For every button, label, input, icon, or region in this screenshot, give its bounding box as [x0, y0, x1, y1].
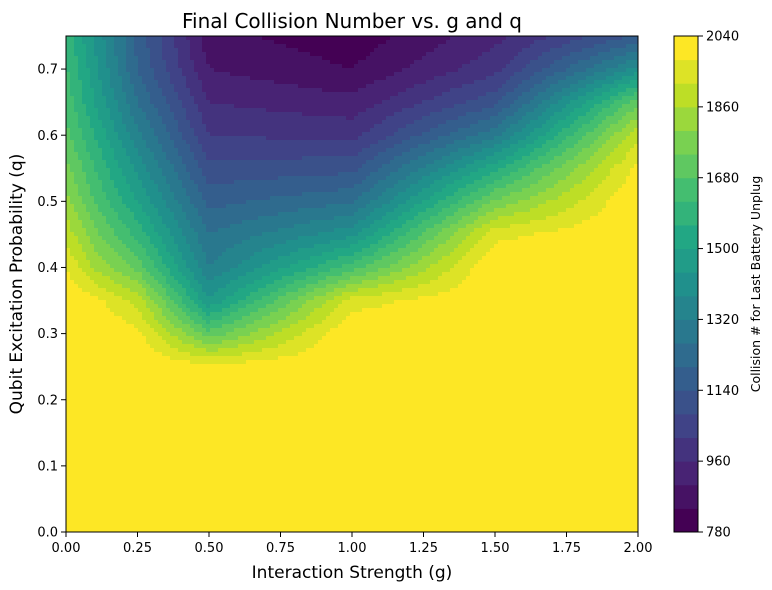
y-tick-label: 0.1 [37, 459, 58, 474]
x-tick-label: 1.50 [481, 541, 510, 556]
y-tick-label: 0.0 [37, 526, 58, 541]
y-tick-label: 0.4 [37, 261, 58, 276]
colorbar-band [674, 437, 698, 462]
colorbar-band [674, 319, 698, 344]
y-tick-label: 0.6 [37, 129, 58, 144]
x-tick-label: 1.25 [409, 541, 438, 556]
chart-title: Final Collision Number vs. g and q [182, 9, 522, 33]
colorbar-band [674, 272, 698, 297]
x-axis-label: Interaction Strength (g) [252, 563, 453, 583]
y-axis-ticks: 0.0 0.1 0.2 0.3 0.4 0.5 0.6 0.7 [37, 63, 66, 541]
colorbar-tick-label: 1140 [706, 384, 739, 399]
colorbar-tick-label: 1500 [706, 242, 739, 257]
y-axis-label: Qubit Excitation Probability (q) [7, 154, 27, 415]
colorbar-band [674, 484, 698, 509]
colorbar-band [674, 59, 698, 84]
colorbar-band [674, 343, 698, 368]
x-tick-label: 0.50 [195, 541, 224, 556]
colorbar-band [674, 508, 698, 533]
colorbar-band [674, 83, 698, 108]
y-tick-label: 0.5 [37, 195, 58, 210]
x-tick-label: 2.00 [624, 541, 653, 556]
x-tick-label: 0.75 [266, 541, 295, 556]
x-tick-label: 1.00 [338, 541, 367, 556]
colorbar-tick-label: 1680 [706, 171, 739, 186]
y-tick-label: 0.2 [37, 393, 58, 408]
y-tick-label: 0.7 [37, 63, 58, 78]
colorbar-ticks: 780 960 1140 1320 1500 1680 1860 2040 [698, 30, 739, 541]
colorbar-band [674, 295, 698, 320]
colorbar-band [674, 201, 698, 226]
plot-area [66, 36, 638, 532]
colorbar-band [674, 366, 698, 391]
colorbar-band [674, 461, 698, 486]
colorbar-band [674, 154, 698, 179]
colorbar-band [674, 224, 698, 250]
colorbar-label: Collision # for Last Battery Unplug [748, 176, 763, 393]
x-axis-ticks: 0.00 0.25 0.50 0.75 1.00 1.25 1.50 1.75 2.00 [52, 532, 653, 556]
x-tick-label: 0.00 [52, 541, 81, 556]
colorbar-tick-label: 1860 [706, 100, 739, 115]
x-tick-label: 0.25 [123, 541, 152, 556]
colorbar-band [674, 248, 698, 273]
colorbar [674, 36, 698, 533]
colorbar-frame [673, 35, 699, 533]
colorbar-band [674, 390, 698, 415]
colorbar-band [674, 177, 698, 202]
colorbar-tick-label: 780 [706, 526, 731, 541]
colorbar-tick-label: 960 [706, 455, 731, 470]
colorbar-tick-label: 1320 [706, 313, 739, 328]
x-tick-label: 1.75 [552, 541, 581, 556]
colorbar-band [674, 106, 698, 131]
colorbar-band [674, 413, 698, 439]
y-tick-label: 0.3 [37, 327, 58, 342]
colorbar-band [674, 130, 698, 155]
colorbar-band [674, 36, 698, 61]
colorbar-tick-label: 2040 [706, 30, 739, 45]
